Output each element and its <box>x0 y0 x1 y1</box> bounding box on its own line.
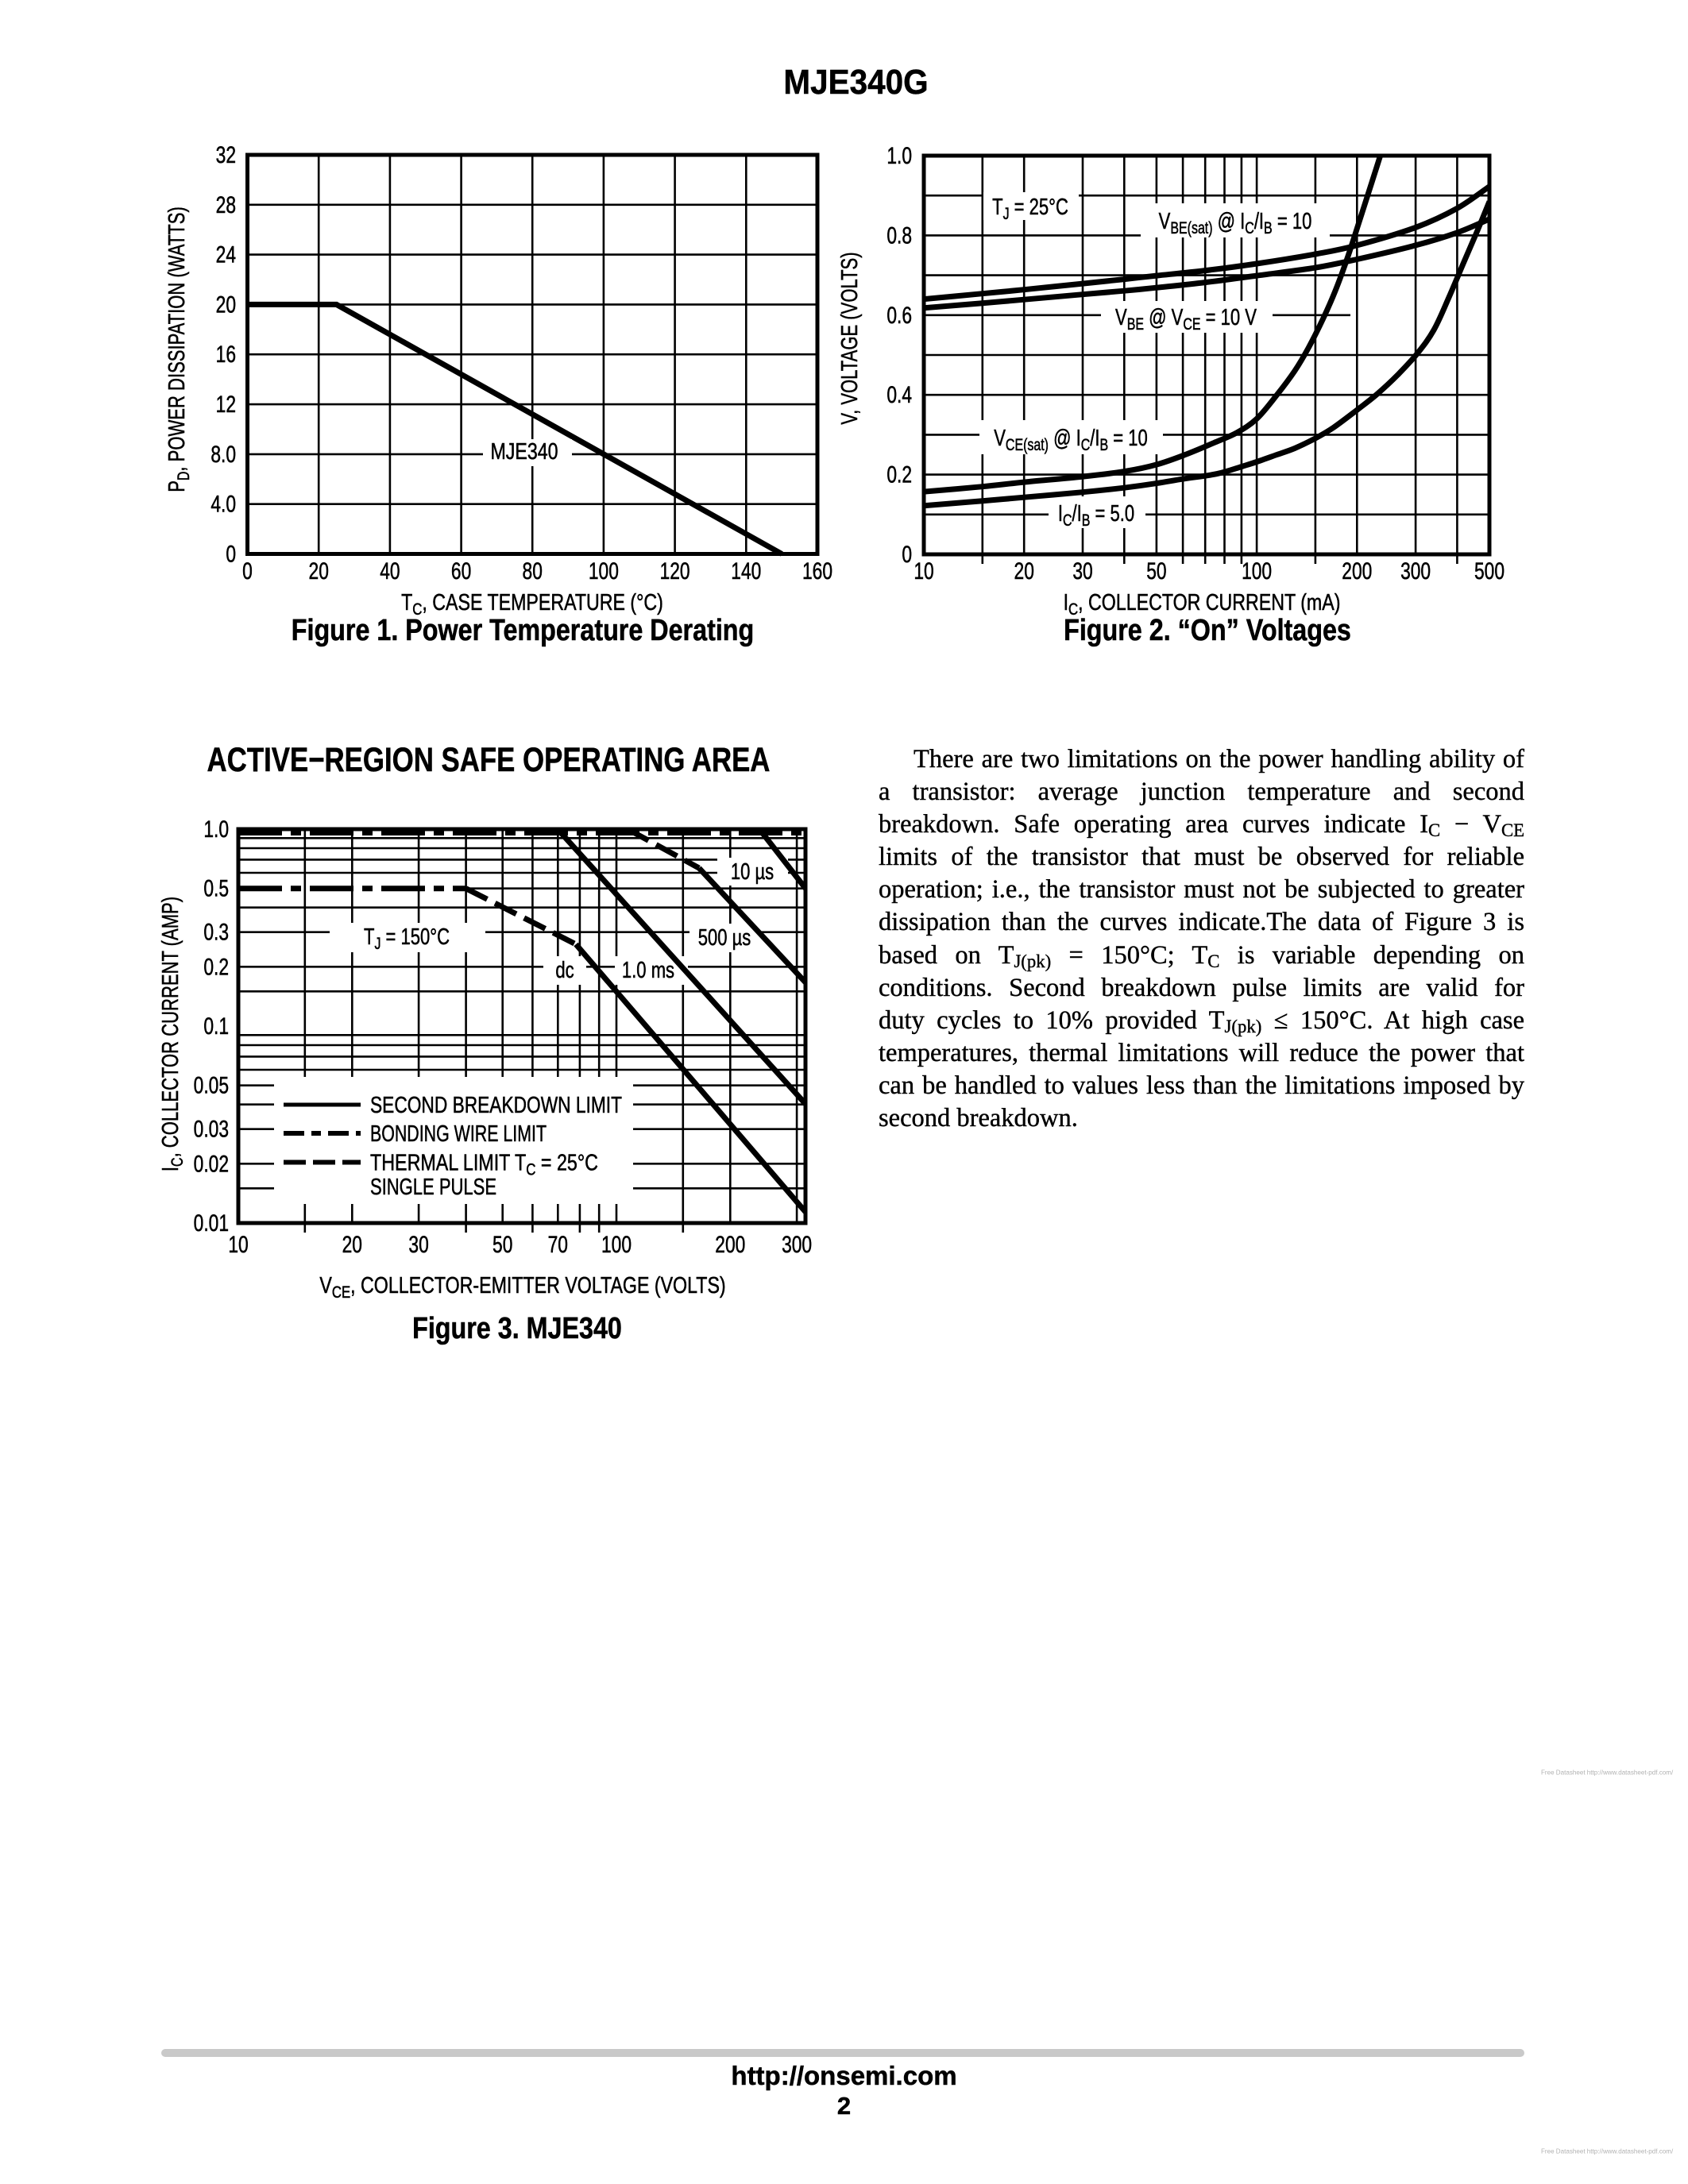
svg-text:0: 0 <box>902 541 912 568</box>
svg-text:0.03: 0.03 <box>194 1116 229 1143</box>
svg-text:0.5: 0.5 <box>203 875 229 902</box>
svg-text:24: 24 <box>216 241 237 268</box>
svg-text:4.0: 4.0 <box>211 491 236 518</box>
svg-text:SECOND BREAKDOWN LIMIT: SECOND BREAKDOWN LIMIT <box>370 1093 622 1118</box>
svg-text:0.05: 0.05 <box>194 1072 229 1099</box>
svg-text:Figure 2. “On” Voltages: Figure 2. “On” Voltages <box>1064 614 1351 647</box>
svg-text:0.2: 0.2 <box>203 953 229 980</box>
svg-text:32: 32 <box>216 141 236 168</box>
svg-text:50: 50 <box>492 1231 512 1258</box>
svg-text:THERMAL LIMIT TC = 25°C: THERMAL LIMIT TC = 25°C <box>370 1151 598 1179</box>
svg-text:SINGLE PULSE: SINGLE PULSE <box>370 1175 496 1200</box>
svg-text:Figure 3. MJE340: Figure 3. MJE340 <box>412 1312 622 1345</box>
svg-text:300: 300 <box>782 1231 812 1258</box>
svg-text:V, VOLTAGE (VOLTS): V, VOLTAGE (VOLTS) <box>837 252 863 424</box>
svg-text:140: 140 <box>731 558 761 585</box>
svg-text:100: 100 <box>1242 558 1272 585</box>
svg-text:500 µs: 500 µs <box>698 925 751 951</box>
svg-text:MJE340: MJE340 <box>490 438 558 464</box>
svg-text:60: 60 <box>451 558 471 585</box>
svg-text:0.02: 0.02 <box>194 1150 229 1177</box>
svg-text:200: 200 <box>715 1231 745 1258</box>
svg-text:8.0: 8.0 <box>211 441 236 468</box>
svg-text:160: 160 <box>802 558 832 585</box>
svg-text:TJ = 150°C: TJ = 150°C <box>364 924 450 952</box>
svg-text:20: 20 <box>216 291 236 318</box>
svg-text:0: 0 <box>226 540 236 567</box>
svg-text:dc: dc <box>555 958 574 983</box>
svg-text:120: 120 <box>660 558 690 585</box>
svg-text:IC, COLLECTOR CURRENT (mA): IC, COLLECTOR CURRENT (mA) <box>1064 588 1341 619</box>
svg-text:1.0: 1.0 <box>886 142 912 169</box>
svg-text:VCE, COLLECTOR-EMITTER VOLTAGE: VCE, COLLECTOR-EMITTER VOLTAGE (VOLTS) <box>319 1271 725 1302</box>
svg-text:12: 12 <box>216 391 236 418</box>
svg-text:0.6: 0.6 <box>886 302 912 329</box>
svg-text:0.3: 0.3 <box>203 919 229 946</box>
svg-text:TC, CASE TEMPERATURE (°C): TC, CASE TEMPERATURE (°C) <box>401 588 663 619</box>
svg-text:1.0: 1.0 <box>203 816 229 843</box>
svg-text:30: 30 <box>408 1231 428 1258</box>
svg-text:500: 500 <box>1474 558 1505 585</box>
svg-text:70: 70 <box>548 1231 568 1258</box>
svg-text:ACTIVE−REGION SAFE OPERATING A: ACTIVE−REGION SAFE OPERATING AREA <box>207 742 771 779</box>
svg-text:0.01: 0.01 <box>194 1210 229 1237</box>
svg-text:0.4: 0.4 <box>886 381 912 408</box>
svg-text:IC/IB = 5.0: IC/IB = 5.0 <box>1058 501 1134 529</box>
svg-text:20: 20 <box>342 1231 362 1258</box>
svg-text:200: 200 <box>1342 558 1372 585</box>
svg-text:100: 100 <box>589 558 619 585</box>
svg-text:20: 20 <box>309 558 329 585</box>
svg-text:20: 20 <box>1014 558 1034 585</box>
svg-text:50: 50 <box>1146 558 1166 585</box>
svg-text:PD, POWER DISSIPATION (WATTS): PD, POWER DISSIPATION (WATTS) <box>164 206 192 492</box>
svg-text:40: 40 <box>380 558 400 585</box>
svg-text:300: 300 <box>1400 558 1431 585</box>
svg-text:100: 100 <box>601 1231 632 1258</box>
svg-text:1.0 ms: 1.0 ms <box>622 958 674 983</box>
svg-text:Figure 1. Power Temperature De: Figure 1. Power Temperature Derating <box>292 614 754 647</box>
svg-text:IC, COLLECTOR CURRENT (AMP): IC, COLLECTOR CURRENT (AMP) <box>158 897 186 1171</box>
svg-text:0: 0 <box>242 558 253 585</box>
svg-text:28: 28 <box>216 191 236 218</box>
svg-text:0.8: 0.8 <box>886 222 912 249</box>
svg-text:30: 30 <box>1072 558 1092 585</box>
svg-text:0.1: 0.1 <box>203 1013 229 1040</box>
svg-text:0.2: 0.2 <box>886 461 912 488</box>
svg-text:BONDING WIRE LIMIT: BONDING WIRE LIMIT <box>370 1121 547 1147</box>
svg-text:TJ = 25°C: TJ = 25°C <box>992 195 1068 222</box>
svg-text:80: 80 <box>523 558 543 585</box>
svg-text:10 µs: 10 µs <box>731 859 774 885</box>
svg-text:16: 16 <box>216 341 236 368</box>
svg-text:10: 10 <box>914 558 933 585</box>
svg-text:10: 10 <box>228 1231 248 1258</box>
